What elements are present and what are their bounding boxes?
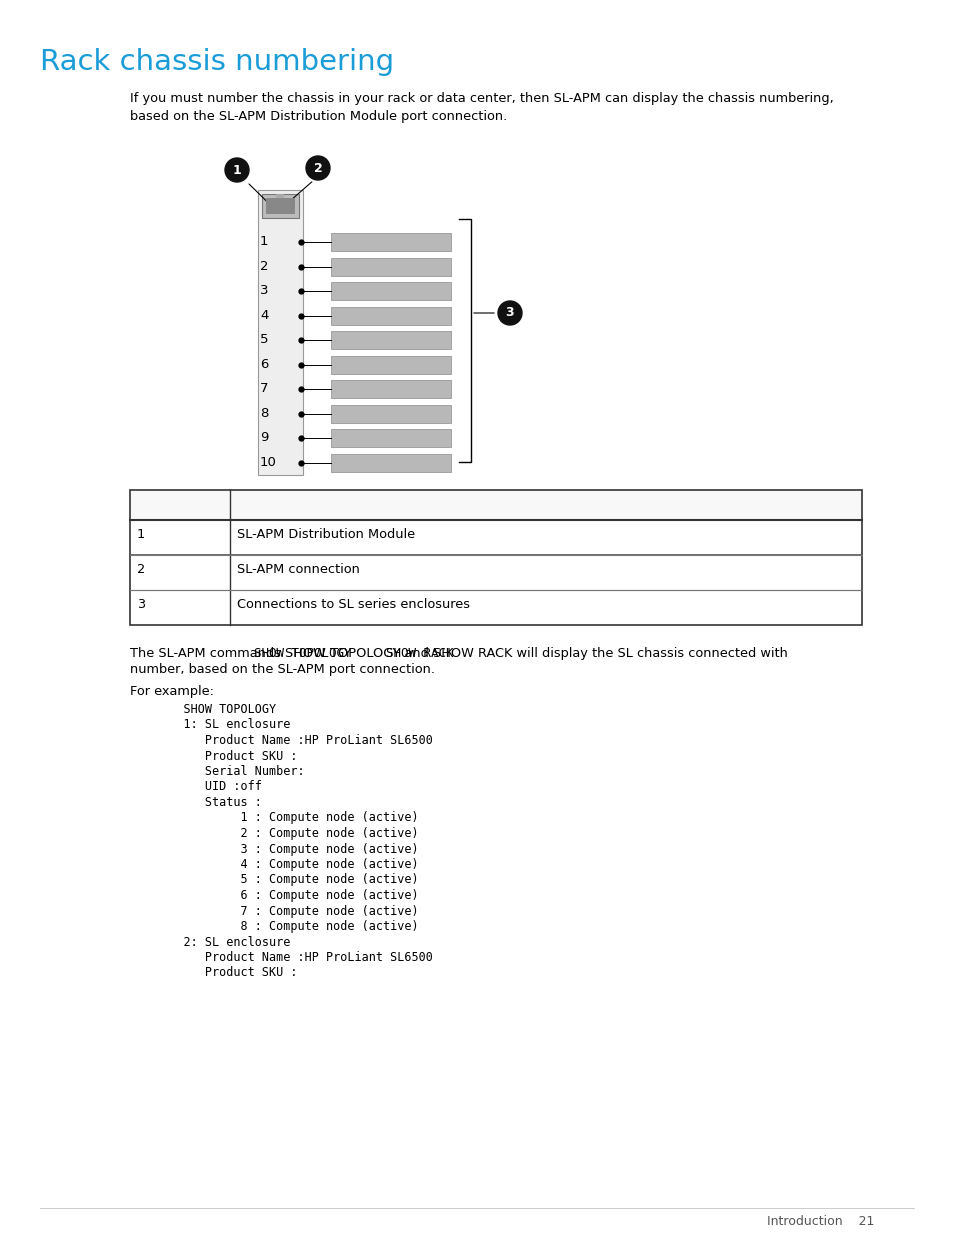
Text: 2 : Compute node (active): 2 : Compute node (active): [154, 827, 418, 840]
Text: Introduction    21: Introduction 21: [766, 1215, 873, 1228]
Bar: [331, 430, 451, 447]
Text: Status :: Status :: [154, 797, 262, 809]
Text: SL-APM connection: SL-APM connection: [236, 563, 359, 576]
Text: If you must number the chassis in your rack or data center, then SL-APM can disp: If you must number the chassis in your r…: [130, 91, 833, 105]
Text: number, based on the SL-APM port connection.: number, based on the SL-APM port connect…: [130, 663, 435, 676]
Text: SHOW TOPOLOGY: SHOW TOPOLOGY: [253, 647, 351, 659]
Text: 8: 8: [260, 406, 268, 420]
Text: 6 : Compute node (active): 6 : Compute node (active): [154, 889, 418, 902]
Text: 2: SL enclosure: 2: SL enclosure: [154, 935, 290, 948]
Bar: [257, 190, 303, 475]
Text: Product Name :HP ProLiant SL6500: Product Name :HP ProLiant SL6500: [154, 734, 433, 747]
Text: 8 : Compute node (active): 8 : Compute node (active): [154, 920, 418, 932]
Text: SHOW RACK: SHOW RACK: [386, 647, 453, 659]
Text: 9: 9: [260, 431, 268, 445]
Text: 7: 7: [260, 383, 268, 395]
Text: 3 : Compute node (active): 3 : Compute node (active): [154, 842, 418, 856]
Text: 1: SL enclosure: 1: SL enclosure: [154, 719, 290, 731]
Text: 2: 2: [314, 162, 322, 174]
Circle shape: [306, 156, 330, 180]
Text: 10: 10: [260, 456, 276, 469]
Bar: [331, 306, 451, 325]
Circle shape: [497, 301, 521, 325]
Text: UID :off: UID :off: [154, 781, 262, 794]
Bar: [275, 194, 284, 198]
Bar: [130, 490, 862, 520]
Text: The SL-APM commands SHOW TOPOLOGY and SHOW RACK will display the SL chassis conn: The SL-APM commands SHOW TOPOLOGY and SH…: [130, 647, 787, 659]
Text: Product SKU :: Product SKU :: [154, 750, 297, 762]
Text: 5 : Compute node (active): 5 : Compute node (active): [154, 873, 418, 887]
Bar: [331, 283, 451, 300]
Bar: [266, 198, 294, 214]
Text: Product SKU :: Product SKU :: [154, 967, 297, 979]
Text: 7 : Compute node (active): 7 : Compute node (active): [154, 904, 418, 918]
Text: Rack chassis numbering: Rack chassis numbering: [40, 48, 394, 77]
Text: 4: 4: [260, 309, 268, 322]
Text: 2: 2: [137, 563, 145, 576]
Text: 6: 6: [260, 358, 268, 370]
Text: For example:: For example:: [130, 685, 213, 698]
Text: 1: 1: [137, 529, 145, 541]
Bar: [331, 356, 451, 374]
Text: Connections to SL series enclosures: Connections to SL series enclosures: [236, 598, 470, 611]
Circle shape: [225, 158, 249, 182]
Text: 4 : Compute node (active): 4 : Compute node (active): [154, 858, 418, 871]
Text: Serial Number:: Serial Number:: [154, 764, 304, 778]
Text: SHOW TOPOLOGY: SHOW TOPOLOGY: [154, 703, 275, 716]
Bar: [331, 405, 451, 422]
Bar: [262, 194, 298, 219]
Text: 3: 3: [137, 598, 145, 611]
Text: Item: Item: [137, 496, 171, 509]
Text: 1 : Compute node (active): 1 : Compute node (active): [154, 811, 418, 825]
Text: 2: 2: [260, 259, 268, 273]
Text: 5: 5: [260, 333, 268, 346]
Text: 3: 3: [260, 284, 268, 298]
Text: 3: 3: [505, 306, 514, 320]
Text: 1: 1: [260, 235, 268, 248]
Bar: [331, 258, 451, 275]
Text: based on the SL-APM Distribution Module port connection.: based on the SL-APM Distribution Module …: [130, 110, 507, 124]
Bar: [331, 233, 451, 251]
Text: Product Name :HP ProLiant SL6500: Product Name :HP ProLiant SL6500: [154, 951, 433, 965]
Bar: [331, 453, 451, 472]
Text: Description: Description: [236, 496, 323, 509]
Text: SL-APM Distribution Module: SL-APM Distribution Module: [236, 529, 415, 541]
Bar: [130, 490, 862, 625]
Bar: [331, 331, 451, 350]
Bar: [331, 380, 451, 398]
Text: 1: 1: [233, 163, 241, 177]
